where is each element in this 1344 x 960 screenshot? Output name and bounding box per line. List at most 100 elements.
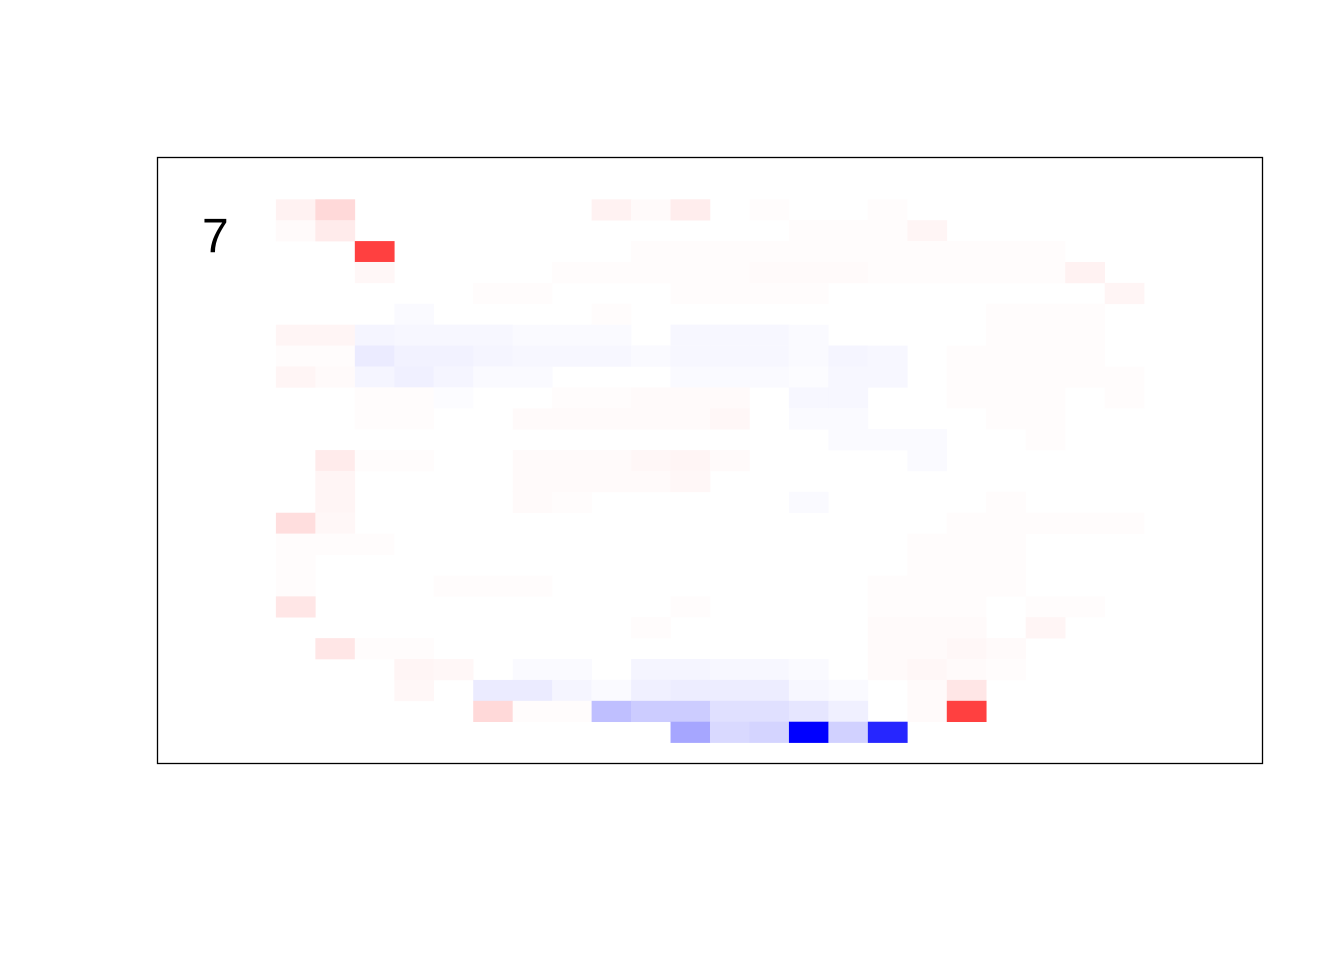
heatmap-cell bbox=[275, 596, 316, 618]
heatmap-cell bbox=[552, 261, 592, 284]
heatmap-cell bbox=[354, 366, 395, 388]
heatmap-cell bbox=[552, 408, 592, 430]
heatmap-cell bbox=[946, 366, 987, 388]
heatmap-cell bbox=[433, 659, 474, 681]
heatmap-cell bbox=[828, 700, 869, 723]
heatmap-cell bbox=[354, 324, 395, 346]
heatmap-cell bbox=[354, 345, 395, 367]
heatmap-cell bbox=[473, 324, 513, 346]
heatmap-cell bbox=[828, 429, 869, 451]
heatmap-cell bbox=[670, 199, 711, 221]
heatmap-cell bbox=[946, 659, 987, 681]
heatmap-cell bbox=[512, 491, 553, 514]
heatmap-cell bbox=[749, 345, 790, 367]
heatmap-cell bbox=[946, 533, 987, 555]
heatmap-cell bbox=[354, 450, 395, 472]
heatmap-cell bbox=[631, 450, 671, 472]
heatmap-cell bbox=[631, 659, 671, 681]
heatmap-cell bbox=[275, 324, 316, 346]
heatmap-cell bbox=[749, 261, 790, 284]
heatmap-cell bbox=[986, 345, 1027, 367]
heatmap-cell bbox=[946, 554, 987, 576]
heatmap-cell bbox=[828, 241, 869, 263]
heatmap-cell bbox=[986, 387, 1027, 409]
heatmap-cell bbox=[749, 679, 790, 702]
heatmap-cell bbox=[986, 366, 1027, 388]
heatmap-cell bbox=[394, 638, 435, 660]
heatmap-cell bbox=[394, 366, 435, 388]
heatmap-cell bbox=[788, 282, 829, 305]
heatmap-cell bbox=[631, 387, 671, 409]
heatmap-cell bbox=[394, 345, 435, 367]
heatmap-cell bbox=[315, 199, 356, 221]
heatmap-cell bbox=[552, 470, 592, 493]
heatmap-cell bbox=[867, 261, 908, 284]
heatmap-cell bbox=[275, 554, 316, 576]
heatmap-cell bbox=[315, 491, 356, 514]
heatmap-cell bbox=[552, 387, 592, 409]
heatmap-cell bbox=[749, 366, 790, 388]
heatmap-cell bbox=[433, 366, 474, 388]
heatmap-cell bbox=[828, 220, 869, 242]
heatmap-cell bbox=[946, 512, 987, 534]
heatmap-cell bbox=[710, 450, 750, 472]
heatmap-cell bbox=[394, 324, 435, 346]
heatmap-cell bbox=[1104, 512, 1145, 534]
heatmap-cell bbox=[710, 659, 750, 681]
heatmap-cell bbox=[433, 345, 474, 367]
heatmap-cell bbox=[631, 408, 671, 430]
heatmap-cell bbox=[315, 450, 356, 472]
heatmap-cell bbox=[946, 345, 987, 367]
heatmap-cell bbox=[946, 575, 987, 597]
heatmap-cell bbox=[788, 241, 829, 263]
heatmap-cell bbox=[670, 261, 711, 284]
heatmap-cell bbox=[512, 450, 553, 472]
heatmap-cell bbox=[788, 220, 829, 242]
heatmap-cell bbox=[394, 408, 435, 430]
heatmap-cell bbox=[394, 303, 435, 325]
heatmap-cell bbox=[828, 366, 869, 388]
heatmap-cell bbox=[907, 575, 948, 597]
heatmap-cell bbox=[907, 450, 948, 472]
heatmap-cell bbox=[867, 199, 908, 221]
heatmap-cell bbox=[946, 679, 987, 702]
heatmap-cell bbox=[946, 638, 987, 660]
heatmap-cell bbox=[670, 700, 711, 723]
heatmap-cell bbox=[552, 491, 592, 514]
heatmap-cell bbox=[1104, 387, 1145, 409]
heatmap-cell bbox=[828, 721, 869, 743]
heatmap-cell bbox=[867, 366, 908, 388]
heatmap-cell bbox=[986, 659, 1027, 681]
heatmap-cell bbox=[670, 387, 711, 409]
heatmap-cell bbox=[433, 324, 474, 346]
heatmap-cell bbox=[591, 700, 632, 723]
heatmap-cell bbox=[631, 700, 671, 723]
heatmap-cell bbox=[1025, 596, 1066, 618]
heatmap-cell bbox=[710, 721, 750, 743]
panel-label: 7 bbox=[202, 210, 229, 263]
heatmap-cell bbox=[907, 659, 948, 681]
heatmap-cell bbox=[1025, 303, 1066, 325]
heatmap-cell bbox=[315, 512, 356, 534]
heatmap-cell bbox=[710, 679, 750, 702]
heatmap-cell bbox=[591, 345, 632, 367]
heatmap-cell bbox=[788, 700, 829, 723]
heatmap-cell bbox=[275, 512, 316, 534]
heatmap-cell bbox=[552, 679, 592, 702]
heatmap-cell bbox=[907, 638, 948, 660]
heatmap-cell bbox=[946, 596, 987, 618]
heatmap-cell bbox=[907, 554, 948, 576]
heatmap-cell bbox=[631, 199, 671, 221]
heatmap-cell bbox=[275, 220, 316, 242]
heatmap-cell bbox=[591, 470, 632, 493]
heatmap-cell bbox=[512, 366, 553, 388]
heatmap-cell bbox=[1025, 366, 1066, 388]
heatmap-cell bbox=[867, 721, 908, 743]
heatmap-cell bbox=[354, 261, 395, 284]
heatmap-cell bbox=[315, 638, 356, 660]
heatmap-cell bbox=[591, 261, 632, 284]
heatmap-cell bbox=[670, 408, 711, 430]
heatmap-cell bbox=[907, 533, 948, 555]
heatmap-cell bbox=[828, 261, 869, 284]
heatmap-cell bbox=[591, 679, 632, 702]
